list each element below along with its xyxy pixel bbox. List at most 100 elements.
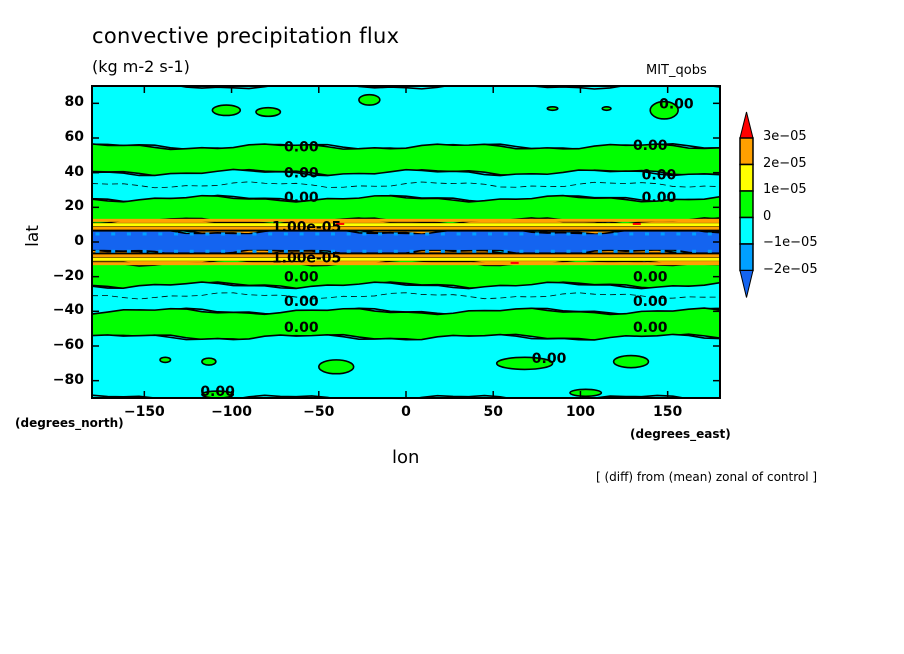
equatorial-dot: [582, 232, 587, 236]
equatorial-dot: [189, 232, 194, 236]
colorbar-segment: [739, 243, 754, 272]
contour-island: [211, 104, 242, 117]
red-contour-spot: [510, 261, 519, 264]
equatorial-dot: [283, 232, 288, 236]
equatorial-dot: [252, 232, 257, 236]
colorbar-max-arrow: [739, 111, 754, 139]
equatorial-dot: [221, 232, 226, 236]
equatorial-dot: [158, 232, 163, 236]
x-tick-label: −50: [303, 404, 335, 420]
contour-island: [546, 106, 559, 112]
equatorial-dot: [346, 232, 351, 236]
equatorial-dot: [629, 232, 634, 236]
contour-island: [317, 359, 355, 375]
equatorial-dot: [472, 232, 477, 236]
contour-band-neg_small: [92, 333, 720, 398]
equatorial-dot: [221, 249, 226, 253]
colorbar-segment: [739, 216, 754, 245]
equatorial-dot: [503, 249, 508, 253]
tropical-streak: [92, 262, 720, 266]
equatorial-dot: [425, 249, 430, 253]
equatorial-dot: [566, 232, 571, 236]
equatorial-dot: [95, 232, 100, 236]
tropical-streak: [92, 226, 720, 230]
y-tick-label: −60: [52, 337, 84, 353]
equatorial-dot: [472, 249, 477, 253]
contour-label: 0.00: [633, 320, 668, 336]
contour-label: 1.00e-05: [272, 219, 341, 235]
contour-island: [495, 356, 554, 371]
tropical-streak: [92, 257, 720, 261]
red-contour-spot: [336, 222, 345, 225]
equatorial-dot: [597, 232, 602, 236]
equatorial-dot: [440, 232, 445, 236]
contour-island: [159, 356, 172, 364]
dashed-contour: [92, 181, 720, 189]
y-units-note: (degrees_north): [15, 416, 124, 430]
y-tick-label: −80: [52, 371, 84, 388]
equatorial-dot: [519, 232, 524, 236]
equatorial-dot: [142, 232, 147, 236]
equatorial-dot: [707, 232, 712, 236]
contour-label: 0.00: [532, 351, 567, 367]
y-tick-label: −40: [52, 302, 84, 319]
equatorial-dot: [236, 249, 241, 253]
equatorial-dot: [158, 249, 163, 253]
contour-island: [358, 93, 381, 106]
contour-label-layer: 0.00 0.00 0.00 0.00 0.00 0.00 0.00 0.00 0.00 0.00…: [200, 96, 694, 400]
equatorial-dot: [692, 249, 697, 253]
contour-label: 0.00: [633, 138, 668, 154]
x-units-note: (degrees_east): [630, 427, 731, 441]
contour-fill-layer: [92, 86, 720, 398]
contour-label: 0.00: [284, 294, 319, 310]
equatorial-dot: [409, 232, 414, 236]
axis-tick-marks: [92, 86, 720, 398]
equatorial-dot: [487, 232, 492, 236]
equatorial-dot: [613, 249, 618, 253]
contour-label: 0.00: [200, 384, 235, 400]
equatorial-dot: [330, 232, 335, 236]
equatorial-dot: [519, 249, 524, 253]
equatorial-dot: [283, 249, 288, 253]
contour-label: 0.00: [284, 140, 319, 156]
chart-units: (kg m-2 s-1): [92, 57, 190, 76]
equatorial-dot: [346, 249, 351, 253]
equatorial-dot: [566, 249, 571, 253]
colorbar-segment: [739, 137, 754, 166]
equatorial-dot: [613, 232, 618, 236]
tropical-streak: [92, 218, 720, 222]
contour-island: [569, 388, 603, 398]
tropical-streak: [92, 223, 720, 227]
equatorial-dot: [425, 232, 430, 236]
dashed-contour: [92, 292, 720, 300]
colorbar-level-label: −2e−05: [763, 261, 818, 277]
equatorial-dot: [236, 232, 241, 236]
x-axis-label: lon: [392, 447, 420, 468]
x-tick-label: 50: [483, 404, 503, 420]
contour-label: 0.00: [633, 270, 668, 286]
colorbar-level-label: 2e−05: [763, 155, 807, 171]
equatorial-dot: [173, 249, 178, 253]
contour-label: 0.00: [659, 96, 694, 112]
equatorial-dot: [315, 249, 320, 253]
dataset-label: MIT_qobs: [646, 63, 707, 78]
y-tick-label: 40: [64, 163, 84, 180]
equatorial-dot: [111, 249, 116, 253]
equatorial-dot: [487, 249, 492, 253]
equatorial-dot: [299, 232, 304, 236]
equatorial-dot: [676, 232, 681, 236]
x-tick-label: 100: [565, 404, 596, 420]
contour-label: 0.00: [633, 294, 668, 310]
contour-label: 0.00: [284, 190, 319, 206]
equatorial-dot: [142, 249, 147, 253]
contour-band-neg_small: [92, 168, 720, 203]
colorbar-level-label: 0: [763, 208, 772, 224]
contour-label: 1.00e-05: [272, 251, 341, 267]
equatorial-dot: [550, 249, 555, 253]
y-tick-label: 0: [74, 233, 84, 249]
equatorial-dot: [409, 249, 414, 253]
equatorial-dot: [268, 249, 273, 253]
equatorial-dot: [456, 232, 461, 236]
y-tick-label: −20: [52, 267, 84, 284]
